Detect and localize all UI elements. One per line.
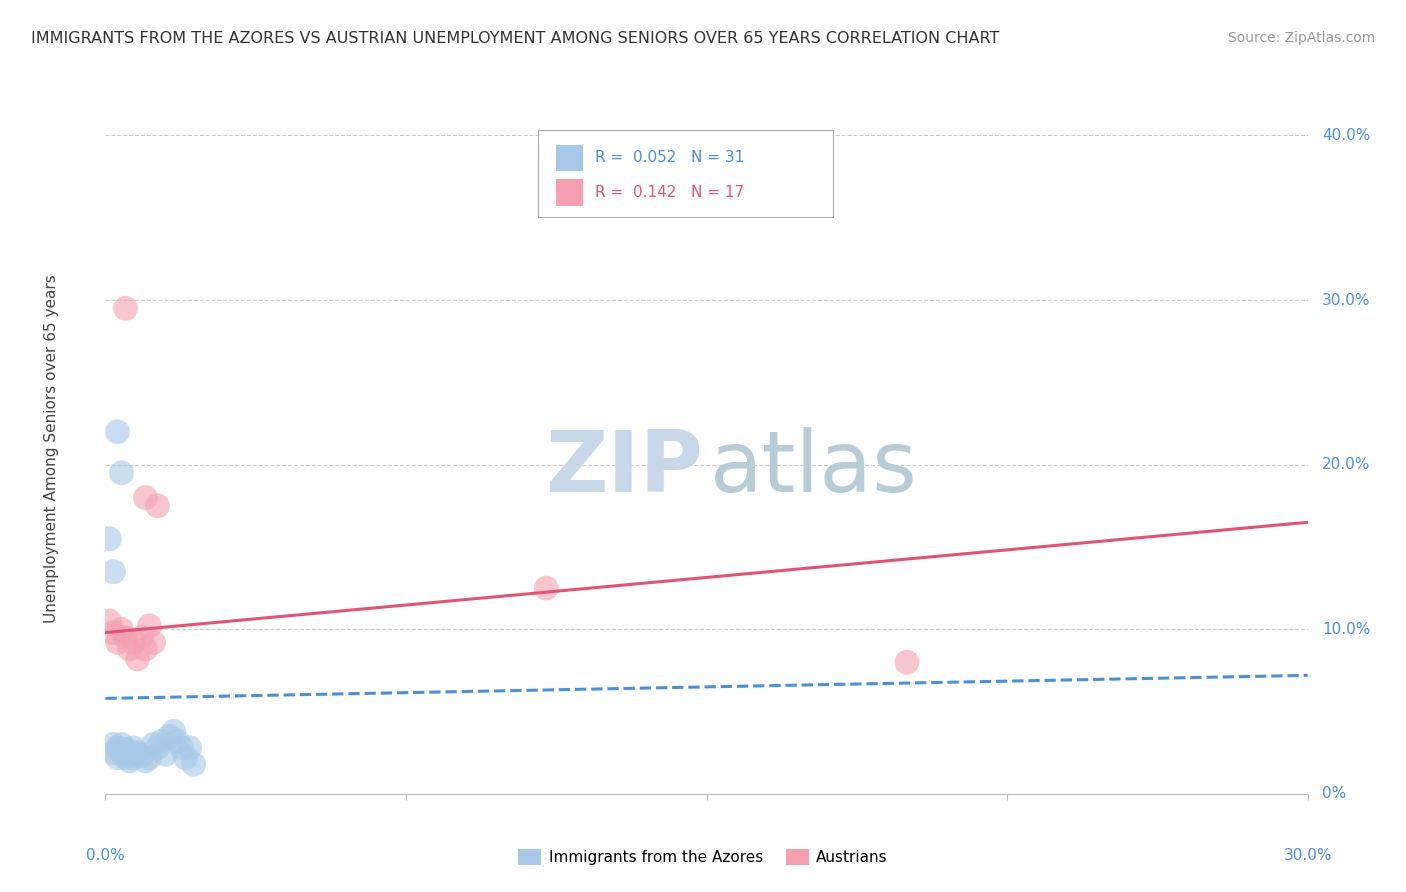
Point [131,631,153,645]
Point [142,635,165,649]
Point [896,655,918,669]
Point [110,622,132,636]
Point [122,635,145,649]
Point [170,740,193,755]
Point [103,625,125,640]
Text: R =  0.052   N = 31: R = 0.052 N = 31 [595,151,744,165]
Point [138,750,160,764]
Point [146,740,169,755]
Point [107,740,129,755]
Text: 30.0%: 30.0% [1322,293,1371,308]
Point [103,746,125,760]
Legend: Immigrants from the Azores, Austrians: Immigrants from the Azores, Austrians [512,843,894,871]
Point [183,757,205,772]
Text: 0.0%: 0.0% [86,848,125,863]
Point [534,581,557,595]
Text: R =  0.142   N = 17: R = 0.142 N = 17 [595,185,744,200]
Text: ZIP: ZIP [546,427,703,510]
Point [135,754,157,768]
Point [146,499,169,513]
Text: Source: ZipAtlas.com: Source: ZipAtlas.com [1227,31,1375,45]
Text: 40.0%: 40.0% [1322,128,1371,143]
Point [103,565,125,579]
Point [122,740,145,755]
Point [118,744,141,758]
Text: 10.0%: 10.0% [1322,622,1371,637]
Point [135,642,157,657]
Point [107,750,129,764]
Point [103,738,125,752]
Point [179,740,201,755]
Text: Unemployment Among Seniors over 65 years: Unemployment Among Seniors over 65 years [44,274,59,623]
Point [110,466,132,480]
Text: 0%: 0% [1322,787,1347,801]
FancyBboxPatch shape [557,179,582,205]
Point [110,738,132,752]
Point [142,738,165,752]
Point [162,724,184,739]
FancyBboxPatch shape [538,130,832,217]
Point [127,652,149,666]
Point [159,729,181,743]
Point [131,749,153,764]
Text: 20.0%: 20.0% [1322,458,1371,472]
Point [174,750,197,764]
Point [114,750,136,764]
Point [98,532,121,546]
Point [135,491,157,505]
Text: IMMIGRANTS FROM THE AZORES VS AUSTRIAN UNEMPLOYMENT AMONG SENIORS OVER 65 YEARS : IMMIGRANTS FROM THE AZORES VS AUSTRIAN U… [31,31,1000,46]
Point [166,734,188,748]
Point [114,631,136,645]
Point [107,425,129,439]
Point [138,619,160,633]
Point [110,746,132,760]
Point [150,734,173,748]
Point [118,642,141,657]
Text: 30.0%: 30.0% [1284,848,1331,863]
Point [127,746,149,760]
Point [114,742,136,756]
Point [114,301,136,316]
Point [155,747,177,762]
FancyBboxPatch shape [557,145,582,171]
Text: atlas: atlas [710,427,918,510]
Point [122,750,145,764]
Point [98,614,121,628]
Point [118,754,141,768]
Point [107,635,129,649]
